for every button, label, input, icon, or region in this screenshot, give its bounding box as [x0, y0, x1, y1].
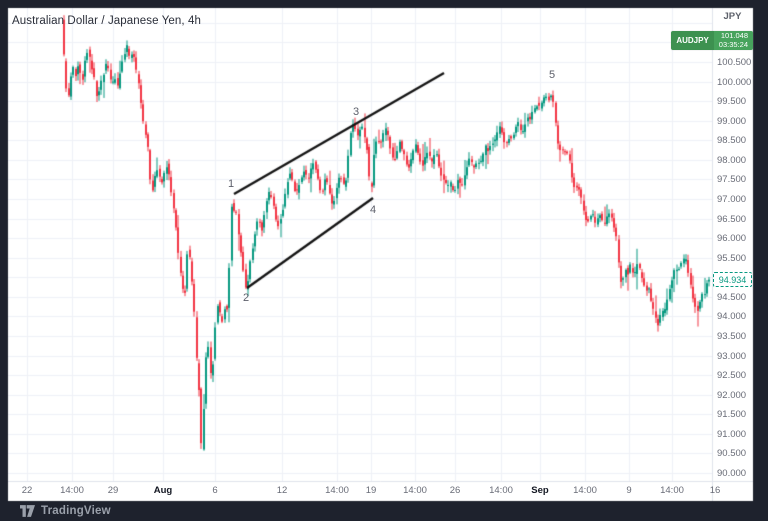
- tradingview-logo-icon[interactable]: [20, 505, 35, 517]
- time-tick-label: 19: [365, 485, 377, 496]
- price-tick-label: 93.500: [717, 331, 747, 342]
- price-tick-label: 99.000: [717, 115, 747, 127]
- time-tick-label: 14:00: [60, 485, 84, 496]
- time-tick-label: 29: [107, 485, 119, 496]
- badge-countdown: 03:35:24: [718, 39, 748, 49]
- price-tick-label: 97.000: [717, 194, 747, 205]
- price-tick-label: 100.500: [717, 57, 752, 68]
- chart-title: Australian Dollar / Japanese Yen, 4h: [12, 15, 202, 27]
- time-tick-label: 26: [449, 485, 461, 496]
- price-tick-label: 94.000: [717, 311, 747, 323]
- price-tick-label: 98.500: [717, 135, 747, 147]
- time-tick-label: 14:00: [325, 485, 349, 496]
- time-tick-label: 6: [212, 485, 218, 496]
- wave-label-5: 5: [548, 69, 556, 81]
- price-tick-label: 99.500: [717, 96, 747, 108]
- time-tick-label: Aug: [153, 485, 173, 496]
- time-axis[interactable]: 22 14:00 29 Aug 6 12 14:00 19 14:00 26 14:00 Sep 14:…: [8, 481, 753, 499]
- wave-label-2: 2: [242, 292, 250, 304]
- wave-label-3: 3: [352, 106, 360, 118]
- badge-price: 101.048: [720, 31, 748, 40]
- price-axis[interactable]: 94.934 100.500 100.000 99.500 99.000 98.500 9…: [712, 8, 753, 481]
- price-tick-label: 90.500: [717, 448, 747, 460]
- time-tick-label: 9: [626, 485, 632, 496]
- price-tick-label: 92.000: [717, 389, 747, 401]
- footer-bar: TradingView: [0, 501, 768, 521]
- time-tick-label: 22: [21, 485, 33, 496]
- time-tick-label: 14:00: [573, 485, 597, 496]
- wave-label-4: 4: [369, 204, 377, 216]
- price-tick-label: 97.500: [717, 174, 747, 186]
- time-tick-label: 14:00: [489, 485, 513, 496]
- symbol-tag: AUDJPY: [671, 31, 714, 50]
- brand-name[interactable]: TradingView: [41, 505, 111, 517]
- time-tick-label: 12: [276, 485, 288, 496]
- price-tick-label: 90.000: [717, 468, 747, 479]
- time-tick-label: 14:00: [403, 485, 427, 496]
- price-tick-label: 93.000: [717, 350, 747, 362]
- symbol-price-badge: AUDJPY 101.048 03:35:24: [671, 31, 753, 50]
- price-tick-label: 98.000: [717, 154, 747, 166]
- price-tick-label: 94.500: [717, 291, 747, 303]
- price-axis-currency: JPY: [723, 11, 742, 22]
- time-tick-label: Sep: [531, 485, 549, 496]
- time-tick-label: 16: [709, 485, 721, 496]
- price-tick-label: 92.500: [717, 370, 747, 382]
- last-price-label: 94.934: [713, 272, 752, 288]
- price-tick-label: 95.500: [717, 252, 747, 264]
- price-tick-label: 96.500: [717, 213, 747, 225]
- price-tick-label: 91.000: [717, 428, 747, 440]
- wave-label-1: 1: [227, 178, 235, 190]
- price-tick-label: 100.000: [717, 76, 752, 88]
- price-tick-label: 91.500: [717, 409, 747, 421]
- price-tick-label: 96.000: [717, 233, 747, 245]
- time-tick-label: 14:00: [660, 485, 684, 496]
